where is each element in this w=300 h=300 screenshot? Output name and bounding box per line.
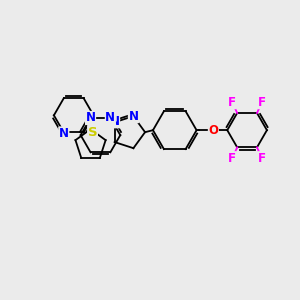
Text: F: F	[228, 152, 236, 165]
Text: S: S	[88, 126, 97, 139]
Text: N: N	[105, 112, 116, 124]
Text: F: F	[258, 152, 266, 165]
Text: O: O	[208, 124, 218, 137]
Text: N: N	[128, 110, 138, 123]
Text: F: F	[258, 96, 266, 109]
Text: N: N	[110, 115, 120, 128]
Text: F: F	[228, 96, 236, 109]
Text: N: N	[85, 112, 96, 124]
Text: N: N	[59, 127, 69, 140]
